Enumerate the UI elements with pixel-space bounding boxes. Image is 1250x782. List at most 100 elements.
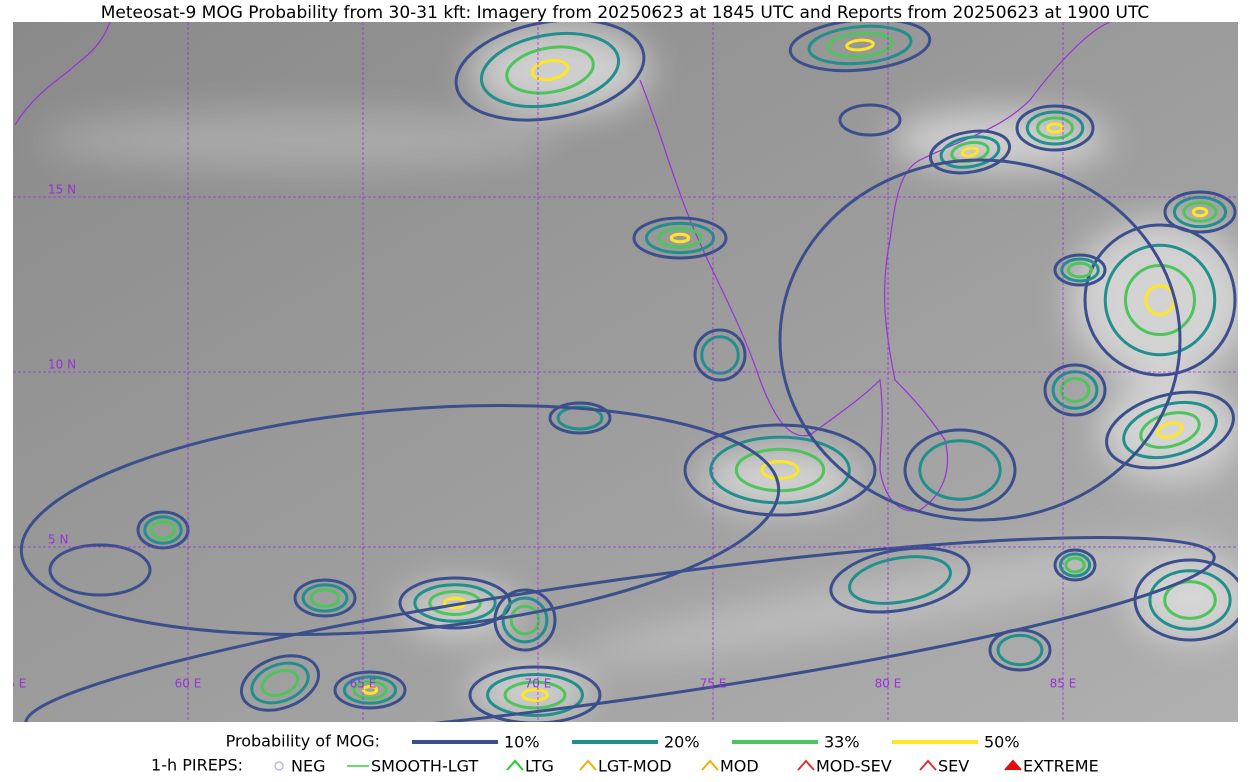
contour (709, 435, 851, 505)
contour (928, 129, 1012, 175)
pirep-icon (1004, 759, 1022, 771)
contour (788, 22, 932, 73)
legend-label: SEV (938, 757, 969, 776)
contour (486, 673, 584, 717)
contour (293, 578, 357, 618)
contour (413, 583, 497, 623)
contour (778, 158, 1182, 522)
contour (1148, 569, 1232, 631)
graticule: 15 N 10 N 5 N 55 E 60 E 65 E 70 E 75 E 80 E 85 E (0, 22, 1238, 722)
contour (807, 24, 913, 66)
contour (342, 675, 398, 705)
contour (829, 546, 971, 614)
contour (1163, 190, 1237, 234)
contour (669, 232, 691, 244)
latitude-label: 10 N (48, 358, 76, 372)
contour (693, 328, 747, 382)
longitude-label: 65 E (350, 677, 377, 691)
legend-label: MOD-SEV (816, 757, 892, 776)
contour (1058, 552, 1092, 578)
legend-label: LGT-MOD (598, 757, 672, 776)
legend: Probability of MOG: 10% 20% 33% 50% 1-h PIREP… (151, 732, 1099, 776)
legend-label: LTG (525, 757, 554, 776)
contour (19, 404, 781, 636)
contour (845, 38, 875, 52)
contour (1067, 261, 1093, 279)
contour (657, 227, 703, 249)
longitude-label: 55 E (0, 677, 26, 691)
latitude-label: 15 N (48, 183, 76, 197)
contour (1060, 257, 1100, 283)
contour (1105, 390, 1235, 470)
contour (503, 680, 567, 710)
contour (1046, 122, 1064, 134)
pirep-icon (579, 759, 597, 771)
contour (632, 216, 728, 260)
contour (260, 668, 300, 698)
map: 15 N 10 N 5 N 55 E 60 E 65 E 70 E 75 E 80 E 85 E (0, 22, 1238, 722)
contour (683, 423, 877, 517)
contour (143, 515, 183, 545)
coastline (14, 22, 111, 126)
contour (1059, 377, 1091, 403)
contour (521, 688, 549, 702)
legend-label: MOD (720, 757, 759, 776)
contour (838, 103, 902, 137)
legend-label: 20% (664, 733, 700, 752)
contour (548, 401, 612, 435)
contour (1103, 243, 1217, 357)
legend-label: 50% (984, 733, 1020, 752)
legend-label: EXTREME (1023, 757, 1099, 776)
contour (1015, 104, 1095, 152)
contour (479, 31, 621, 109)
contour (1163, 580, 1217, 620)
contour (644, 221, 716, 255)
contour (918, 439, 1002, 501)
pirep-icon (506, 759, 524, 771)
contour (454, 22, 646, 122)
longitude-label: 60 E (175, 677, 202, 691)
legend-label: 10% (504, 733, 540, 752)
contour (1043, 363, 1107, 417)
legend-label: NEG (291, 757, 325, 776)
contour (903, 428, 1017, 512)
legend-label: SMOOTH-LGT (371, 757, 478, 776)
contours (19, 22, 1238, 722)
coastline (639, 22, 1111, 512)
contour (468, 665, 602, 722)
contour (352, 680, 388, 700)
contour (1053, 253, 1107, 287)
contour (24, 536, 1216, 722)
longitude-label: 85 E (1050, 677, 1077, 691)
contour (333, 670, 407, 710)
pirep-icon (274, 761, 284, 771)
contour (505, 45, 595, 95)
legend-label: 33% (824, 733, 860, 752)
contour (428, 590, 482, 616)
contour (760, 459, 800, 481)
contour (1083, 223, 1237, 377)
legend-title: 1-h PIREPS: (151, 756, 243, 775)
contour (501, 596, 549, 644)
contour (509, 604, 541, 636)
contour (1124, 264, 1196, 336)
legend-title: Probability of MOG: (226, 732, 380, 751)
contour (960, 146, 980, 158)
contour (996, 633, 1044, 667)
longitude-label: 70 E (525, 677, 552, 691)
contour (939, 135, 1001, 169)
pirep-icon (701, 759, 719, 771)
contour (309, 588, 341, 608)
longitude-label: 75 E (700, 677, 727, 691)
contour (250, 661, 310, 705)
contour (826, 31, 894, 59)
pirep-icon (797, 759, 815, 771)
contour (150, 520, 176, 540)
contour (1036, 116, 1074, 140)
contour (1064, 556, 1086, 574)
contour (239, 654, 321, 712)
contour (1191, 206, 1209, 218)
contour (1122, 400, 1218, 460)
contour (1053, 548, 1097, 582)
